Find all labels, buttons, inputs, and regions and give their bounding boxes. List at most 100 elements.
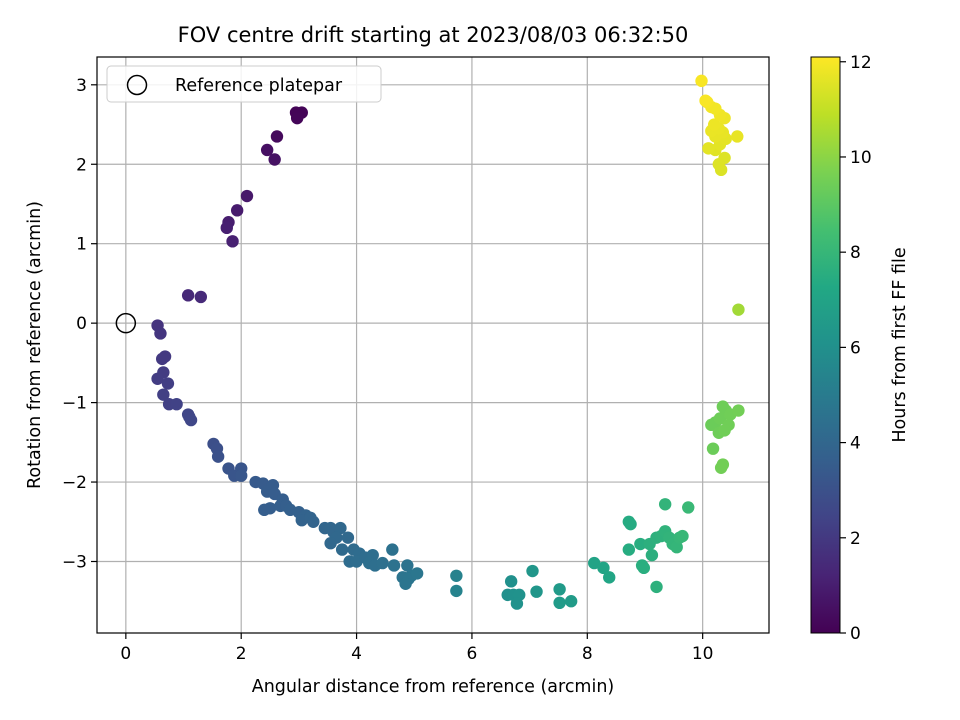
scatter-point: [399, 577, 412, 590]
x-tick-label: 6: [467, 644, 478, 664]
scatter-point: [634, 537, 647, 551]
plot-frame: [96, 56, 770, 634]
legend-marker: [126, 74, 148, 96]
y-tick-label: −2: [62, 473, 87, 493]
scatter-point: [702, 142, 715, 155]
colorbar-tick-label: 0: [850, 624, 861, 644]
scatter-point: [220, 221, 233, 235]
scatter-point: [154, 327, 167, 340]
grid-lines: [97, 57, 769, 633]
scatter-point: [386, 543, 399, 556]
scatter-point: [155, 352, 169, 366]
colorbar-label: Hours from first FF file: [890, 247, 910, 442]
scatter-point: [588, 556, 601, 570]
scatter-point: [526, 564, 539, 578]
reference-marker-group: [115, 312, 137, 334]
scatter-point: [410, 567, 424, 580]
scatter-point: [450, 584, 463, 598]
scatter-point: [695, 74, 708, 88]
scatter-point: [211, 450, 225, 463]
scatter-point: [708, 118, 721, 131]
y-tick-label: 0: [76, 314, 87, 334]
scatter-point: [258, 503, 271, 517]
scatter-point: [504, 575, 518, 588]
scatter-point: [650, 580, 663, 594]
scatter-point: [157, 388, 170, 401]
scatter-point: [268, 153, 281, 166]
scatter-point: [324, 537, 337, 550]
x-tick-label: 4: [351, 644, 362, 664]
reference-marker: [115, 312, 137, 334]
scatter-point: [341, 531, 355, 544]
legend: Reference platepar: [106, 65, 382, 103]
scatter-point: [718, 424, 731, 437]
y-tick-label: 1: [76, 235, 87, 255]
colorbar: [810, 56, 841, 634]
scatter-point: [387, 559, 401, 572]
x-axis-title: Angular distance from reference (arcmin): [252, 677, 615, 697]
scatter-point: [637, 561, 651, 575]
scatter-point: [624, 517, 637, 531]
scatter-point: [334, 521, 347, 535]
scatter-points: [151, 74, 745, 610]
x-tick-label: 8: [582, 644, 593, 664]
scatter-point: [230, 204, 244, 217]
scatter-point: [181, 289, 195, 302]
scatter-point: [705, 418, 718, 432]
scatter-point: [699, 94, 712, 107]
y-tick-label: −3: [62, 552, 87, 572]
scatter-point: [682, 501, 695, 514]
scatter-point: [732, 404, 745, 417]
legend-box: [106, 65, 382, 103]
scatter-point: [712, 158, 726, 171]
scatter-point: [240, 189, 254, 203]
y-tick-label: 2: [76, 155, 87, 175]
scatter-point: [260, 143, 274, 157]
colorbar-tick-label: 4: [850, 434, 861, 454]
colorbar-tick-label: 10: [850, 148, 872, 168]
scatter-point: [376, 556, 389, 570]
colorbar-tick-label: 6: [850, 338, 861, 358]
scatter-point: [401, 559, 414, 572]
colorbar-tick-label: 2: [850, 529, 861, 549]
colorbar-tick-label: 12: [850, 53, 872, 73]
scatter-point: [151, 372, 164, 385]
scatter-point: [564, 595, 578, 608]
colorbar-ticks: 0 2 4 6 8 10 12: [840, 53, 872, 644]
scatter-point: [170, 397, 183, 411]
x-axis-ticks: 0 2 4 6 8 10: [120, 633, 713, 664]
scatter-point: [676, 529, 689, 543]
y-tick-label: −1: [62, 394, 87, 414]
legend-label: Reference platepar: [175, 76, 343, 96]
scatter-point: [603, 571, 616, 584]
scatter-point: [553, 583, 566, 596]
scatter-point: [553, 596, 566, 610]
scatter-point: [714, 461, 728, 474]
colorbar-tick-label: 8: [850, 243, 861, 263]
scatter-point: [645, 548, 659, 562]
scatter-point: [335, 543, 349, 556]
x-tick-label: 2: [236, 644, 247, 664]
scatter-point: [706, 442, 720, 455]
scatter-point: [270, 130, 284, 143]
y-axis-title: Rotation from reference (arcmin): [25, 201, 45, 489]
y-tick-label: 3: [76, 76, 87, 96]
scatter-point: [731, 130, 744, 143]
x-tick-label: 0: [120, 644, 131, 664]
chart-title: FOV centre drift starting at 2023/08/03 …: [178, 23, 689, 47]
scatter-point: [658, 498, 672, 511]
scatter-point: [194, 290, 208, 304]
scatter-point: [184, 413, 198, 427]
scatter-point: [530, 585, 543, 598]
scatter-point: [713, 412, 727, 425]
scatter-point: [732, 303, 745, 316]
scatter-point: [622, 543, 636, 556]
scatter-point: [307, 515, 320, 528]
scatter-point: [161, 377, 175, 390]
scatter-point: [510, 597, 524, 610]
scatter-point: [226, 235, 239, 248]
y-axis-ticks: −3 −2 −1 0 1 2 3: [62, 76, 97, 572]
scatter-point: [235, 469, 248, 482]
scatter-point: [670, 540, 683, 554]
